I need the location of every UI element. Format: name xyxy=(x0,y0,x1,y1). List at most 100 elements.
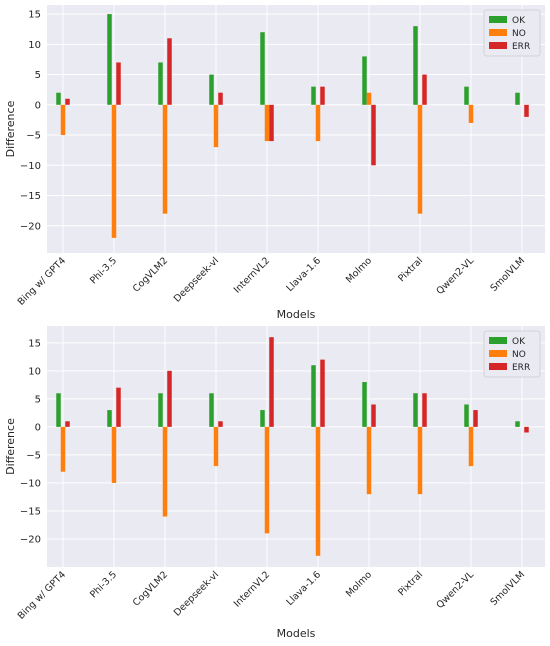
bar-err xyxy=(269,104,274,142)
bar-no xyxy=(366,426,372,495)
bar-err xyxy=(524,426,529,433)
bar-err xyxy=(320,359,325,427)
legend-swatch-ok xyxy=(489,337,507,344)
x-tick-label: Phi-3.5 xyxy=(88,569,119,600)
bar-err xyxy=(65,98,70,105)
bar-ok xyxy=(464,404,469,427)
bar-err xyxy=(167,370,172,427)
bar-err xyxy=(371,404,376,427)
bar-ok xyxy=(311,365,316,427)
legend-label-ok: OK xyxy=(512,16,526,26)
bar-ok xyxy=(107,410,112,427)
x-tick-label: CogVLM2 xyxy=(131,569,170,608)
legend-swatch-no xyxy=(489,29,507,36)
bar-no xyxy=(468,426,474,467)
bar-no xyxy=(213,104,219,148)
bar-no xyxy=(417,104,423,214)
bar-ok xyxy=(311,86,316,105)
y-axis-title: Difference xyxy=(4,418,17,475)
bar-err xyxy=(320,86,325,105)
x-tick-label: Molmo xyxy=(344,255,374,285)
bar-ok xyxy=(464,86,469,105)
bar-err xyxy=(371,104,376,166)
bar-no xyxy=(417,426,423,495)
bar-ok xyxy=(260,32,265,105)
chart-panel-top: −20 −15 −10 −5 0 5 10 15 Bing w/ GPT4 Phi-3.5 CogV… xyxy=(4,5,545,321)
bar-ok xyxy=(158,393,163,427)
bar-no xyxy=(264,104,270,142)
legend-label-ok: OK xyxy=(512,337,526,347)
x-axis-title: Models xyxy=(277,627,316,640)
x-tick-label: Qwen2-VL xyxy=(435,255,477,297)
y-tick-label: −5 xyxy=(26,131,41,142)
x-tick-label: Pixtral xyxy=(396,569,425,598)
bar-ok xyxy=(158,62,163,105)
bar-err xyxy=(167,38,172,105)
x-tick-label: Deepseek-vl xyxy=(172,569,221,618)
x-tick-label: Phi-3.5 xyxy=(88,255,119,286)
bar-no xyxy=(162,104,168,214)
x-axis-title: Models xyxy=(277,308,316,321)
legend-swatch-err xyxy=(489,42,507,49)
bar-no xyxy=(366,92,372,105)
y-tick-label: −20 xyxy=(20,534,41,545)
bar-ok xyxy=(515,421,520,427)
bar-ok xyxy=(56,393,61,427)
y-tick-label: 10 xyxy=(28,40,41,51)
bar-err xyxy=(524,104,529,117)
bar-no xyxy=(60,104,66,136)
bar-no xyxy=(60,426,66,472)
bar-ok xyxy=(362,56,367,105)
y-tick-label: 10 xyxy=(28,366,41,377)
bar-ok xyxy=(209,393,214,427)
y-tick-label: −15 xyxy=(20,506,41,517)
legend: OK NO ERR xyxy=(483,330,541,378)
bar-err xyxy=(218,92,223,105)
bar-no xyxy=(468,104,474,123)
y-tick-label: 15 xyxy=(28,338,41,349)
x-tick-label: Deepseek-vl xyxy=(172,255,221,304)
y-tick-label: −5 xyxy=(26,450,41,461)
bar-err xyxy=(473,410,478,427)
y-tick-label: 5 xyxy=(35,394,41,405)
bar-err xyxy=(422,74,427,105)
legend-swatch-no xyxy=(489,350,507,357)
x-tick-label: Molmo xyxy=(344,569,374,599)
bar-no xyxy=(213,426,219,467)
y-tick-label: −10 xyxy=(20,478,41,489)
bar-ok xyxy=(209,74,214,105)
legend-label-err: ERR xyxy=(512,363,530,373)
x-tick-label: InternVL2 xyxy=(232,255,272,295)
bar-err xyxy=(269,337,274,427)
bar-ok xyxy=(56,92,61,105)
bar-ok xyxy=(260,410,265,427)
bar-ok xyxy=(413,26,418,105)
legend-label-err: ERR xyxy=(512,42,530,52)
x-tick-label: Bing w/ GPT4 xyxy=(16,569,68,621)
x-tick-label: InternVL2 xyxy=(232,569,272,609)
bar-err xyxy=(218,421,223,427)
bar-no xyxy=(264,426,270,534)
x-tick-label: Qwen2-VL xyxy=(435,569,477,611)
plot-area xyxy=(47,326,545,567)
y-tick-label: −10 xyxy=(20,161,41,172)
bar-err xyxy=(422,393,427,427)
legend-label-no: NO xyxy=(512,29,526,39)
y-tick-label: 15 xyxy=(28,10,41,21)
x-tick-label: CogVLM2 xyxy=(131,255,170,294)
x-tick-label: SmolVLM xyxy=(488,569,527,608)
bar-no xyxy=(315,104,321,142)
bar-err xyxy=(116,62,121,105)
bar-err xyxy=(65,421,70,427)
bar-err xyxy=(116,387,121,427)
legend: OK NO ERR xyxy=(483,9,541,57)
bar-ok xyxy=(515,92,520,105)
x-tick-label: SmolVLM xyxy=(488,255,527,294)
bar-no xyxy=(315,426,321,556)
y-tick-label: 5 xyxy=(35,70,41,81)
y-tick-label: 0 xyxy=(35,100,41,111)
legend-label-no: NO xyxy=(512,350,526,360)
y-axis-title: Difference xyxy=(4,100,17,157)
chart-panel-bottom: −20 −15 −10 −5 0 5 10 15 Bing w/ GPT4 Phi-3.5 CogV… xyxy=(4,326,545,640)
